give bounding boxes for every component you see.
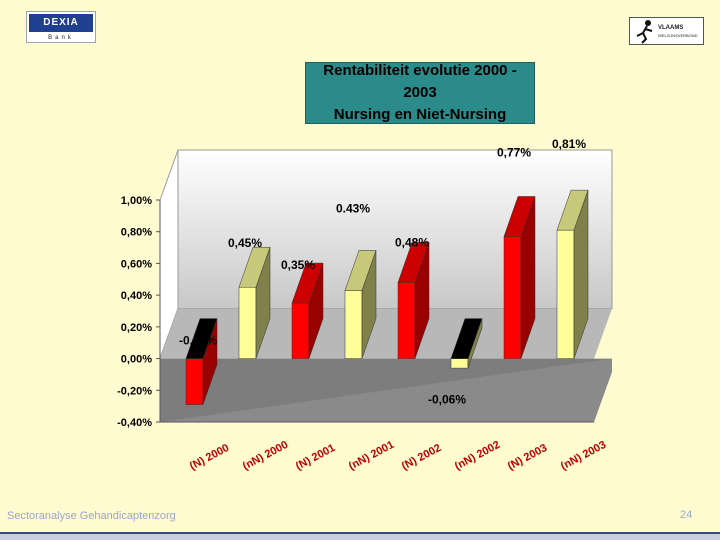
bar-front <box>503 236 522 359</box>
y-tick-label: 0,60% <box>121 258 152 270</box>
x-category-label: (N) 2000 <box>188 442 231 473</box>
bar-top <box>185 318 218 359</box>
bar-front <box>238 286 257 359</box>
negative-region-floor <box>160 358 612 422</box>
bar-front <box>344 290 363 359</box>
dexia-logo-text: DEXIA <box>29 14 93 32</box>
data-label: 0,45% <box>228 236 262 250</box>
data-label: 0.43% <box>336 201 370 215</box>
footer-divider <box>0 532 720 534</box>
bar-top <box>556 189 589 231</box>
y-tick-label: 0,80% <box>121 227 152 239</box>
chart-title-line-2: Nursing en Niet-Nursing <box>333 106 507 123</box>
bar-top <box>291 262 324 304</box>
chart-walls <box>159 149 613 423</box>
page-number: 24 <box>680 509 693 521</box>
footer-text: Sectoranalyse Gehandicaptenzorg <box>7 510 176 522</box>
zero-plane <box>160 308 612 359</box>
dexia-logo-sub: Bank <box>48 35 74 41</box>
x-category-label: (N) 2001 <box>294 442 337 473</box>
chart-bars <box>185 189 589 405</box>
bar-front <box>450 358 469 369</box>
y-tick-label: 0,20% <box>121 322 152 334</box>
x-category-label: (nN) 2001 <box>347 439 396 473</box>
x-axis-categories: (N) 2000 (nN) 2000 (N) 2001 (nN) 2001 (N) 20… <box>188 439 608 473</box>
data-label: -0,06% <box>428 393 466 407</box>
y-tick-label: 0,00% <box>121 354 152 366</box>
bar-front <box>291 302 310 359</box>
data-label: 0,48% <box>395 235 429 249</box>
y-tick-label: -0,20% <box>117 385 152 397</box>
bar-top <box>450 318 483 359</box>
data-labels: -0.29% 0,45% 0,35% 0.43% 0,48% -0,06% 0,77% 0,8… <box>179 137 586 406</box>
x-category-label: (nN) 2003 <box>559 439 608 473</box>
bar-front <box>556 229 575 359</box>
bar-top <box>238 246 271 288</box>
y-tick-label: 1,00% <box>121 195 152 207</box>
bar-top <box>397 242 430 283</box>
x-category-label: (N) 2002 <box>400 442 443 473</box>
vlaams-welzijnsverbond-logo: VLAAMS WELZIJNSVERBOND <box>629 17 704 45</box>
x-category-label: (N) 2003 <box>506 442 549 473</box>
data-label: -0.29% <box>179 334 217 348</box>
chart-title-box: Rentabiliteit evolutie 2000 - 2003 Nursi… <box>305 62 535 124</box>
y-tick-label: -0,40% <box>117 417 152 429</box>
chart-title-line-1: Rentabiliteit evolutie 2000 - 2003 <box>323 62 517 101</box>
bar-front <box>397 282 416 359</box>
bar-front <box>185 358 204 405</box>
dexia-logo: DEXIA Bank <box>26 11 96 43</box>
data-label: 0,35% <box>281 258 315 272</box>
x-category-label: (nN) 2000 <box>241 439 290 473</box>
data-label: 0,77% <box>497 145 531 159</box>
y-axis-ticks: 1,00% 0,80% 0,60% 0,40% 0,20% 0,00% -0,20% -0,4… <box>117 195 160 429</box>
x-category-label: (nN) 2002 <box>453 439 502 473</box>
bar-top <box>503 196 536 237</box>
footer-band <box>0 534 720 540</box>
data-label: 0,81% <box>552 137 586 151</box>
vlaams-logo-line2: WELZIJNSVERBOND <box>658 33 698 38</box>
y-tick-label: 0,40% <box>121 290 152 302</box>
runner-icon <box>636 20 653 44</box>
bar-top <box>344 250 377 291</box>
vlaams-logo-line1: VLAAMS <box>658 25 684 31</box>
